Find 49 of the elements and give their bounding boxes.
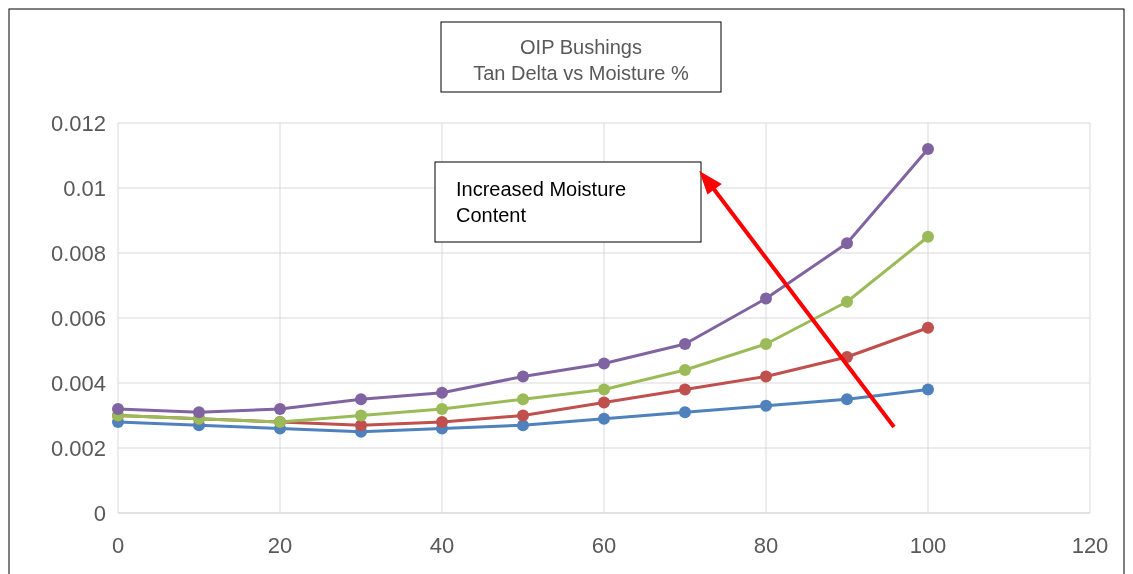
point xyxy=(355,419,367,432)
annotation: Increased Moisture Content xyxy=(456,178,627,226)
point xyxy=(517,370,529,383)
chart-subtitle: Tan Delta vs Moisture % xyxy=(473,62,690,84)
x-tick-label: 100 xyxy=(909,533,947,558)
point xyxy=(922,383,934,396)
point xyxy=(517,419,529,432)
chart-title: OIP Bushings xyxy=(520,36,642,58)
point xyxy=(841,237,853,250)
point xyxy=(355,409,367,422)
point xyxy=(760,338,772,350)
point xyxy=(841,393,853,406)
x-tick-label: 60 xyxy=(591,533,617,558)
x-tick-label: 20 xyxy=(267,533,293,558)
point xyxy=(598,412,610,425)
y-tick-label: 0.002 xyxy=(50,435,106,461)
point xyxy=(436,403,448,415)
point xyxy=(274,403,286,415)
point xyxy=(598,357,610,370)
point xyxy=(922,143,934,155)
point xyxy=(598,383,610,396)
y-tick-label: 0.01 xyxy=(63,175,106,201)
point xyxy=(517,393,529,406)
point xyxy=(193,406,205,419)
point xyxy=(436,416,448,428)
point xyxy=(760,292,772,305)
y-tick-label: 0.012 xyxy=(50,110,106,136)
point xyxy=(922,230,934,243)
point xyxy=(760,399,772,412)
y-tick-label: 0.006 xyxy=(50,305,106,331)
point xyxy=(355,393,367,406)
x-tick-label: 40 xyxy=(429,533,455,558)
point xyxy=(922,321,934,334)
y-tick-label: 0.004 xyxy=(50,370,106,396)
point xyxy=(517,409,529,422)
y-tick-label: 0.008 xyxy=(50,240,106,266)
point xyxy=(598,396,610,409)
point xyxy=(679,338,691,350)
point xyxy=(436,386,448,399)
point xyxy=(679,383,691,396)
x-tick-label: 0 xyxy=(111,533,125,558)
x-tick-label: 120 xyxy=(1071,533,1109,558)
y-tick-label: 0 xyxy=(93,500,106,526)
point xyxy=(679,364,691,376)
point xyxy=(841,295,853,308)
point xyxy=(760,370,772,383)
point xyxy=(112,403,124,415)
x-tick-label: 80 xyxy=(753,533,779,558)
point xyxy=(679,406,691,419)
